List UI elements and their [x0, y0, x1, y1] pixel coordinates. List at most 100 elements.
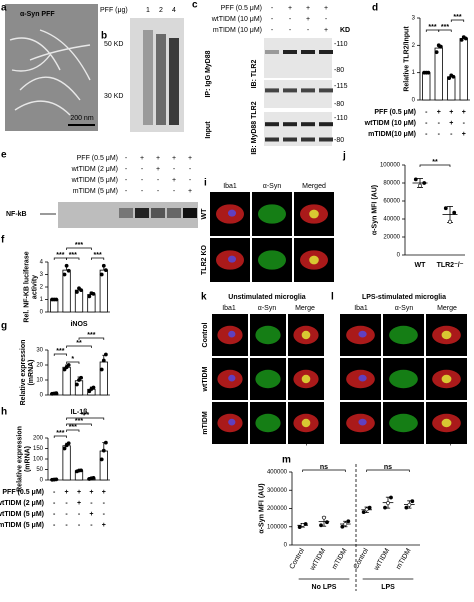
significance-label: *** — [75, 418, 83, 425]
data-point — [325, 520, 329, 525]
panel-title: LPS-stimulated microglia — [362, 294, 446, 301]
treatment-sign: + — [188, 155, 192, 162]
input-label: Input — [205, 121, 212, 139]
data-point — [91, 475, 96, 480]
data-point — [54, 477, 59, 482]
y-tick-label: 200000 — [267, 506, 288, 512]
data-point — [367, 505, 372, 510]
data-point — [438, 44, 443, 49]
row-label: wtTIDM — [202, 366, 209, 392]
treatment-sign: - — [125, 166, 128, 173]
y-tick-label: 0 — [40, 393, 44, 399]
significance-label: *** — [94, 252, 102, 259]
x-tick-label: mTIDM — [331, 547, 349, 571]
treatment-sign: - — [463, 120, 466, 127]
x-tick-label: Control — [289, 547, 307, 570]
y-axis-label: α-Syn MFI (AU) — [258, 483, 265, 533]
y-tick-label: 2 — [412, 43, 416, 49]
bar — [99, 361, 108, 396]
significance-label: ** — [432, 159, 438, 166]
blot-band — [265, 88, 279, 93]
panel-label: k — [201, 292, 207, 303]
data-point — [75, 382, 79, 387]
treatment-name: mTIDM(10 μM) — [368, 131, 416, 138]
treatment-sign: - — [90, 522, 93, 529]
blot-band — [301, 50, 315, 54]
nucleus — [228, 330, 236, 338]
y-axis-label: α-Syn MFI (AU) — [371, 185, 378, 235]
data-point — [297, 525, 302, 530]
group-label: No LPS — [312, 584, 337, 591]
x-tick-label: wtTIDM — [309, 547, 328, 572]
cell-stain — [258, 204, 286, 224]
data-point — [389, 495, 393, 500]
significance-bracket — [302, 469, 346, 472]
treatment-sign: + — [140, 155, 144, 162]
treatment-sign: + — [156, 155, 160, 162]
panel-label: e — [1, 150, 7, 161]
treatment-sign: - — [78, 522, 81, 529]
treatment-sign: + — [449, 120, 453, 127]
significance-label: ** — [76, 340, 82, 347]
significance-label: *** — [441, 24, 449, 31]
blot-lane — [156, 34, 166, 125]
bar — [62, 366, 71, 396]
blot-band — [283, 122, 297, 127]
treatment-sign: + — [77, 489, 81, 496]
lane-label: 1 — [146, 7, 150, 14]
treatment-name: PFF (0.5 μM) — [2, 489, 44, 496]
cell-stain — [258, 250, 286, 270]
data-point — [443, 206, 448, 211]
data-point — [66, 441, 71, 446]
y-axis-label: (mRNA) — [28, 359, 35, 385]
treatment-sign: + — [102, 489, 106, 496]
blot — [264, 38, 332, 78]
data-point — [54, 391, 59, 396]
treatment-name: wtTIDM (2 μM) — [0, 500, 44, 507]
blot — [264, 80, 332, 108]
bar — [62, 269, 71, 313]
nucleus — [358, 374, 367, 382]
significance-label: *** — [56, 348, 64, 355]
treatment-sign: - — [425, 131, 428, 138]
blot-band — [319, 137, 333, 142]
significance-bracket — [366, 469, 410, 472]
blot-band — [265, 50, 279, 54]
lane-label: 4 — [172, 7, 176, 14]
treatment-name: wtTIDM (10 μM) — [211, 16, 262, 23]
treatment-sign: - — [78, 511, 81, 518]
y-tick-label: 3 — [412, 16, 416, 22]
ip-label: IP: IgG MyD88 — [205, 50, 212, 97]
marker: 50 KD — [104, 41, 123, 48]
y-tick-label: 1 — [412, 70, 416, 76]
cell-stain — [255, 413, 281, 433]
blot-band — [135, 208, 149, 218]
data-point — [101, 358, 106, 363]
x-tick-label: mTIDM — [395, 547, 413, 571]
nucleus — [228, 374, 236, 382]
treatment-sign: - — [125, 177, 128, 184]
y-tick-label: 100000 — [267, 524, 288, 530]
bar — [62, 445, 71, 481]
significance-label: *** — [56, 252, 64, 259]
scale-label: 10 μm — [296, 439, 316, 446]
data-point — [410, 499, 415, 504]
data-point — [66, 268, 71, 273]
panel-label: i — [204, 178, 207, 189]
data-point — [99, 272, 104, 277]
data-point — [87, 294, 92, 299]
treatment-sign: - — [425, 109, 428, 116]
group-label: LPS — [381, 584, 395, 591]
significance-label: *** — [75, 242, 83, 249]
treatment-sign: - — [425, 120, 428, 127]
column-label: Iba1 — [223, 183, 237, 190]
significance-label: *** — [428, 24, 436, 31]
data-point — [62, 272, 67, 277]
cell-stain — [389, 413, 418, 433]
blot-band — [283, 50, 297, 54]
treatment-sign: - — [53, 489, 56, 496]
treatment-sign: + — [89, 511, 93, 518]
y-tick-label: 20 — [36, 363, 43, 369]
treatment-sign: + — [172, 177, 176, 184]
treatment-sign: - — [157, 177, 160, 184]
